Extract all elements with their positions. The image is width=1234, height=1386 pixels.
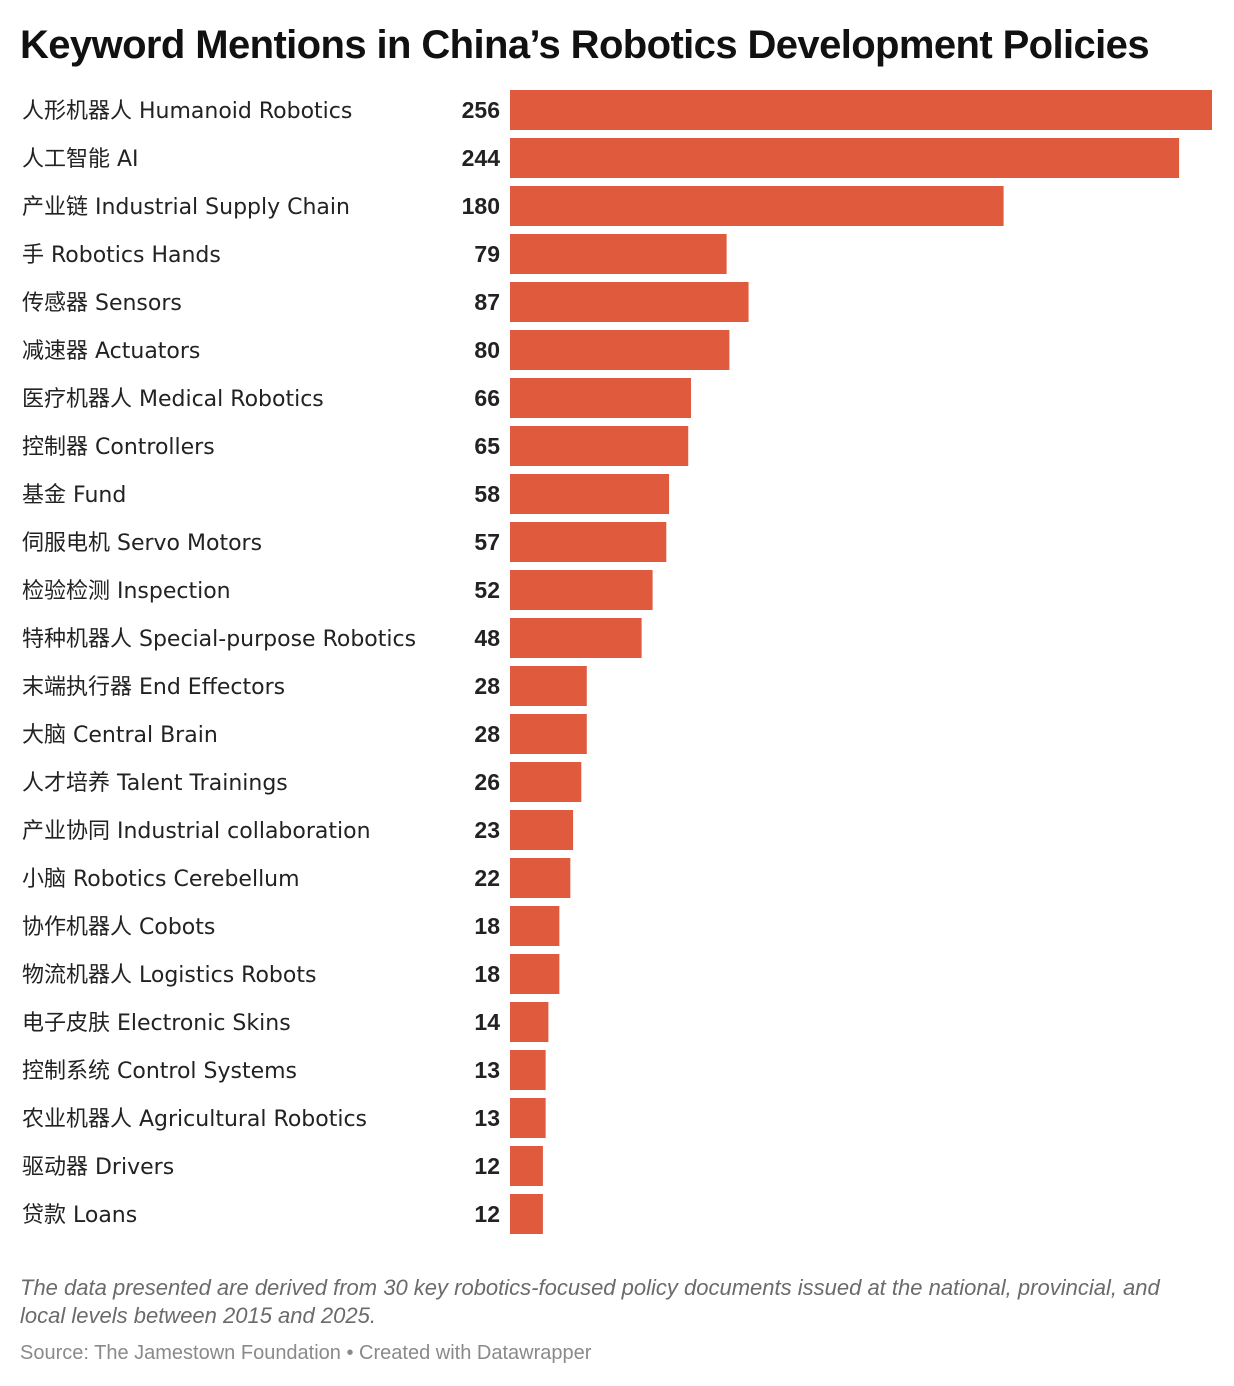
category-label: 产业链 Industrial Supply Chain xyxy=(22,195,350,220)
chart-title: Keyword Mentions in China’s Robotics Dev… xyxy=(20,23,1150,67)
bar xyxy=(510,138,1180,178)
value-label: 87 xyxy=(474,289,500,315)
category-label: 医疗机器人 Medical Robotics xyxy=(22,387,324,412)
category-label: 物流机器人 Logistics Robots xyxy=(22,963,316,988)
bar xyxy=(510,954,560,994)
bar xyxy=(510,714,587,754)
category-label: 减速器 Actuators xyxy=(22,339,200,364)
value-label: 28 xyxy=(474,673,500,699)
chart-rows: 人形机器人 Humanoid Robotics 256 人工智能 AI 244 产业链 … xyxy=(22,90,1212,1234)
value-label: 22 xyxy=(474,865,500,891)
value-label: 48 xyxy=(474,625,500,651)
bar-chart: 人形机器人 Humanoid Robotics 256 人工智能 AI 244 产业链 … xyxy=(22,90,1212,1234)
value-label: 12 xyxy=(474,1201,500,1227)
bar xyxy=(510,858,571,898)
chart-source: Source: The Jamestown Foundation • Creat… xyxy=(20,1342,592,1364)
bar xyxy=(510,522,667,562)
value-label: 66 xyxy=(474,385,500,411)
category-label: 基金 Fund xyxy=(22,483,126,508)
bar xyxy=(510,906,560,946)
value-label: 52 xyxy=(474,577,500,603)
value-label: 244 xyxy=(462,145,501,171)
value-label: 28 xyxy=(474,721,500,747)
value-label: 18 xyxy=(474,913,500,939)
category-label: 人才培养 Talent Trainings xyxy=(22,771,288,796)
bar xyxy=(510,90,1212,130)
value-label: 13 xyxy=(474,1105,500,1131)
category-label: 伺服电机 Servo Motors xyxy=(22,531,262,556)
category-label: 驱动器 Drivers xyxy=(22,1155,174,1180)
bar xyxy=(510,618,642,658)
value-label: 23 xyxy=(474,817,500,843)
category-label: 协作机器人 Cobots xyxy=(22,915,215,940)
category-label: 贷款 Loans xyxy=(22,1203,137,1228)
category-label: 传感器 Sensors xyxy=(22,291,182,316)
bar xyxy=(510,1194,543,1234)
category-label: 末端执行器 End Effectors xyxy=(22,675,285,700)
value-label: 180 xyxy=(462,193,500,219)
value-label: 65 xyxy=(474,433,500,459)
bar xyxy=(510,186,1004,226)
bar xyxy=(510,762,582,802)
bar xyxy=(510,282,749,322)
bar xyxy=(510,474,670,514)
bar xyxy=(510,1146,543,1186)
value-label: 57 xyxy=(474,529,500,555)
bar xyxy=(510,666,587,706)
chart-note: The data presented are derived from 30 k… xyxy=(20,1275,1160,1328)
bar xyxy=(510,1002,549,1042)
bar xyxy=(510,378,691,418)
value-label: 12 xyxy=(474,1153,500,1179)
bar xyxy=(510,426,689,466)
bar xyxy=(510,234,727,274)
value-label: 80 xyxy=(474,337,500,363)
bar xyxy=(510,570,653,610)
category-label: 电子皮肤 Electronic Skins xyxy=(22,1011,291,1036)
value-label: 18 xyxy=(474,961,500,987)
category-label: 检验检测 Inspection xyxy=(22,579,231,604)
category-label: 大脑 Central Brain xyxy=(22,723,218,748)
category-label: 人形机器人 Humanoid Robotics xyxy=(22,99,352,124)
category-label: 特种机器人 Special-purpose Robotics xyxy=(22,627,416,652)
category-label: 产业协同 Industrial collaboration xyxy=(22,819,371,844)
category-label: 农业机器人 Agricultural Robotics xyxy=(22,1107,367,1132)
value-label: 14 xyxy=(474,1009,500,1035)
value-label: 79 xyxy=(474,241,500,267)
category-label: 手 Robotics Hands xyxy=(22,243,221,268)
value-label: 256 xyxy=(462,97,500,123)
value-label: 26 xyxy=(474,769,500,795)
bar xyxy=(510,330,730,370)
value-label: 58 xyxy=(474,481,500,507)
bar xyxy=(510,1098,546,1138)
category-label: 控制系统 Control Systems xyxy=(22,1059,297,1084)
category-label: 控制器 Controllers xyxy=(22,435,215,460)
bar xyxy=(510,810,574,850)
category-label: 人工智能 AI xyxy=(22,147,139,172)
category-label: 小脑 Robotics Cerebellum xyxy=(22,867,300,892)
bar xyxy=(510,1050,546,1090)
value-label: 13 xyxy=(474,1057,500,1083)
